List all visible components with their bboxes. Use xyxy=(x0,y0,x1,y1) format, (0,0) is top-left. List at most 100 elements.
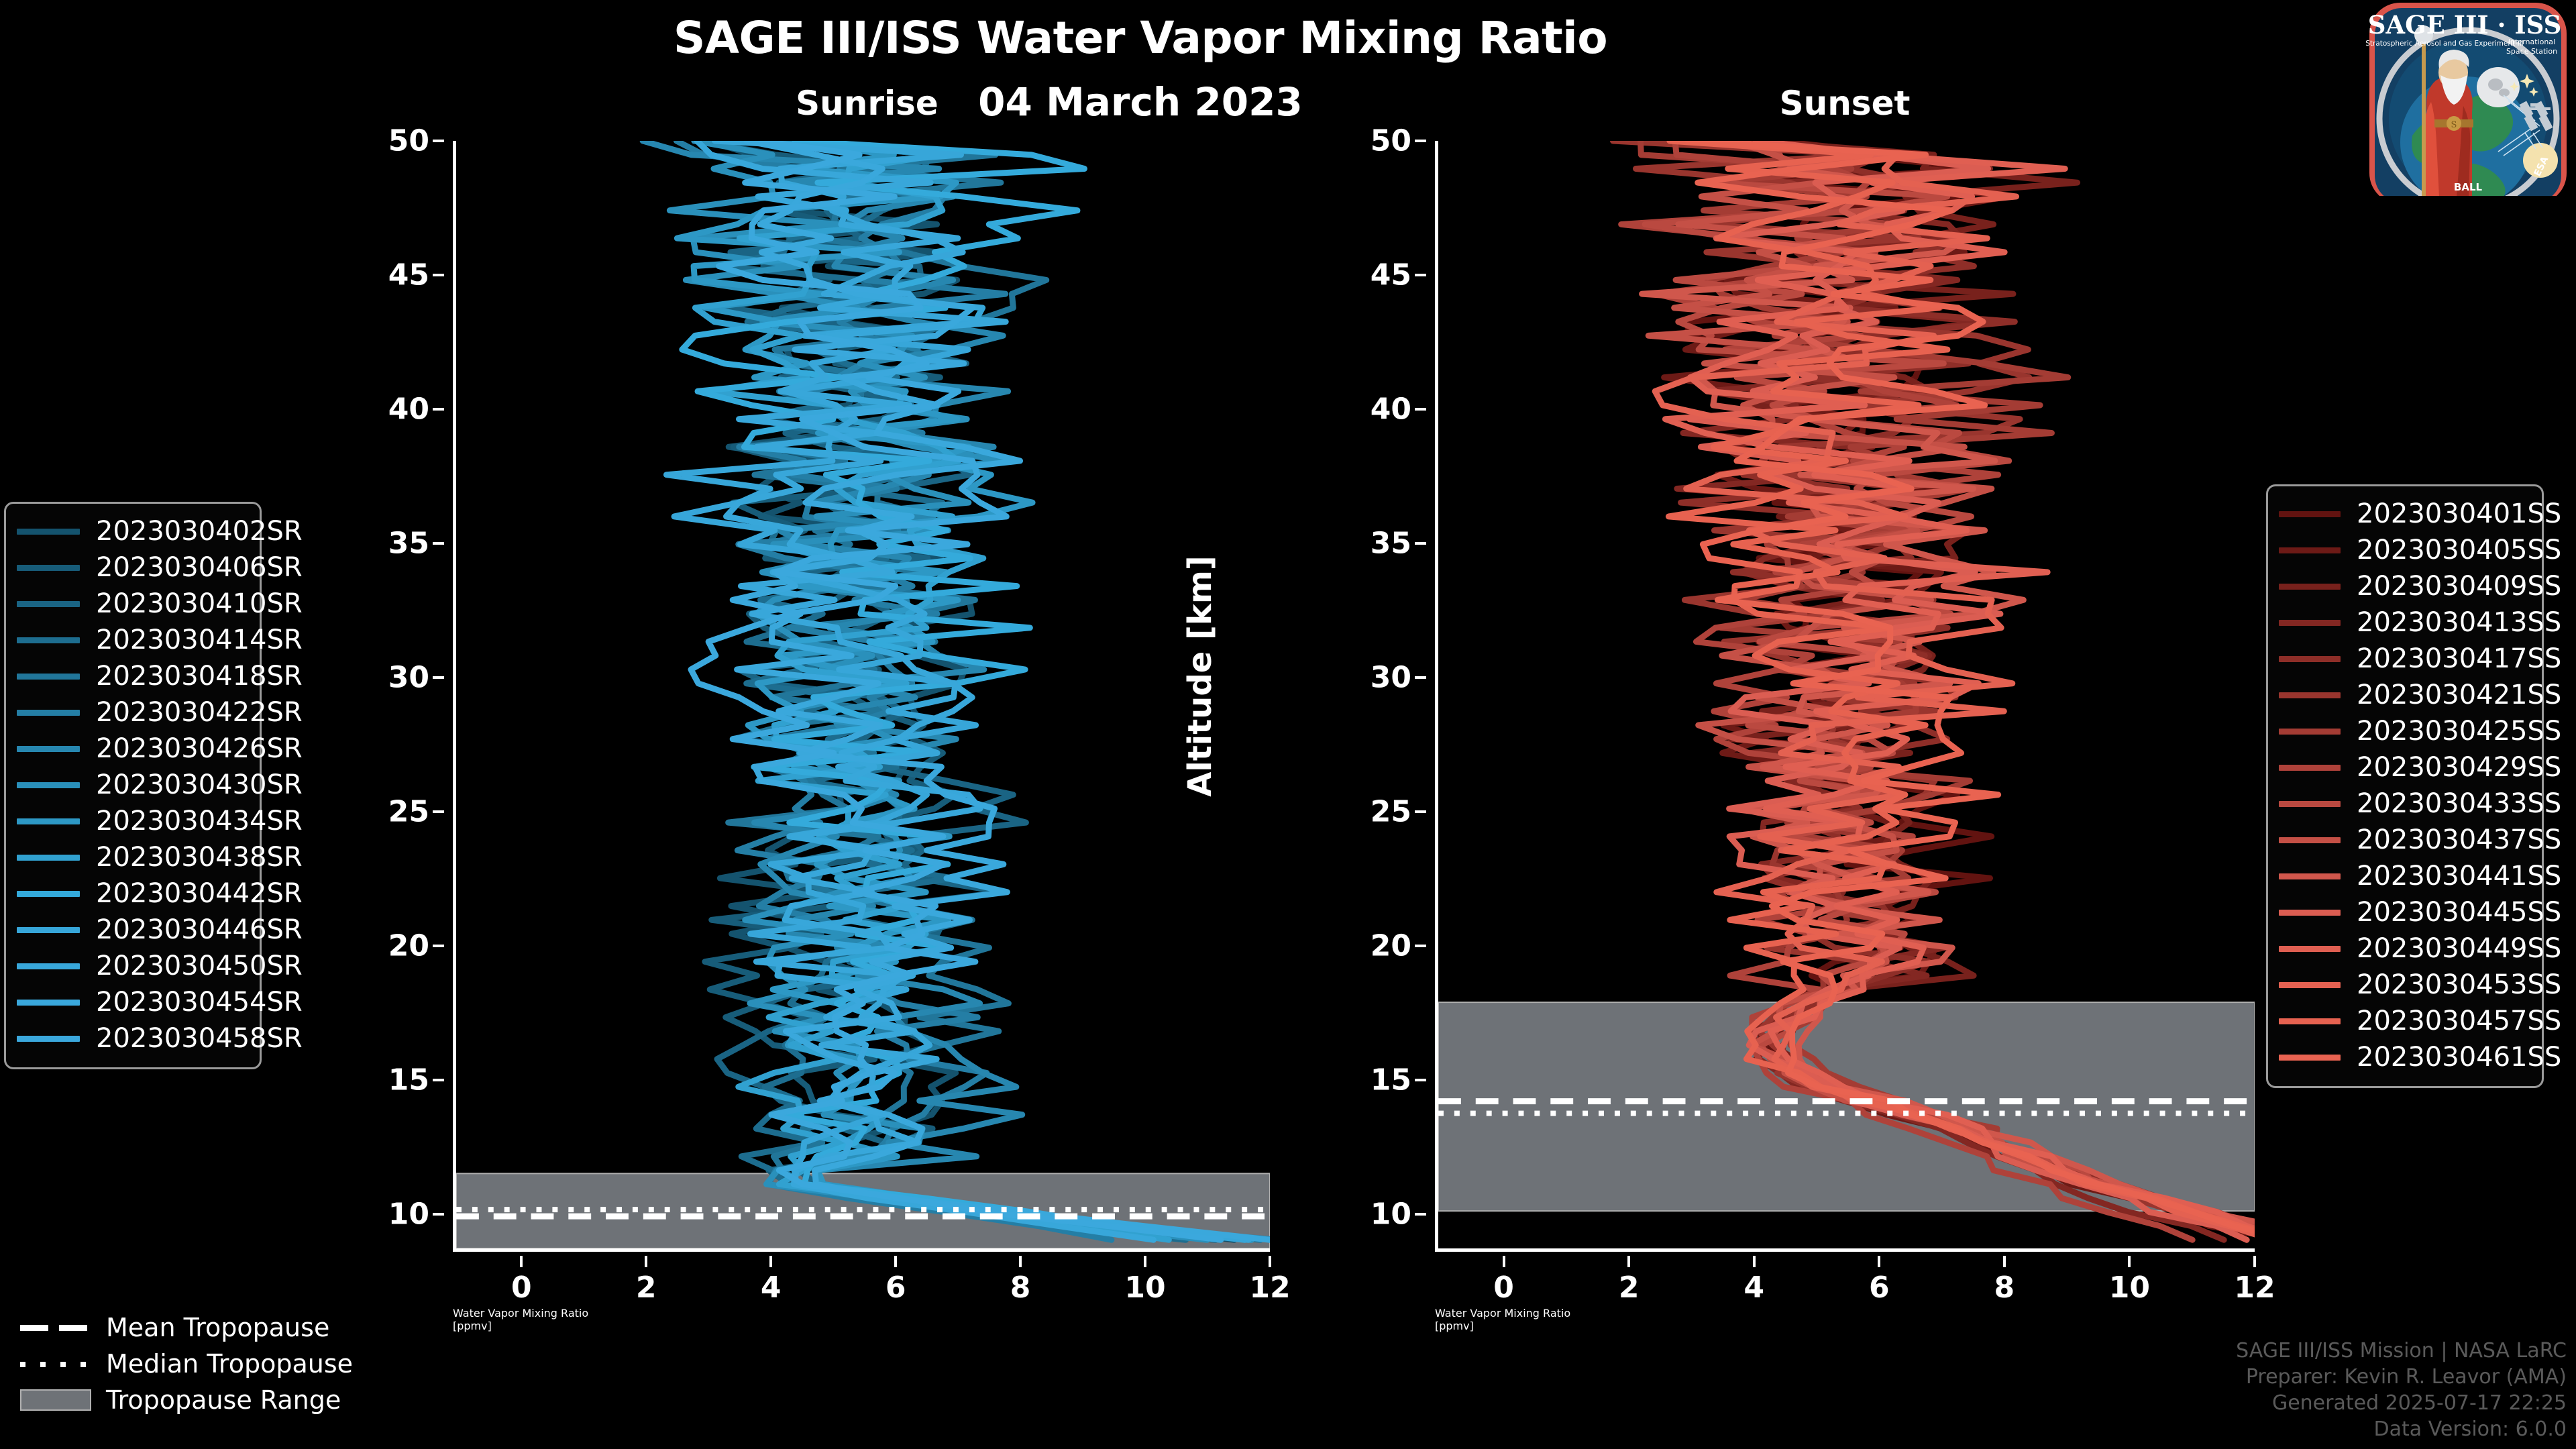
sunset-legend-item[interactable]: 2023030409SS xyxy=(2279,568,2561,604)
sunrise-legend-item[interactable]: 2023030442SR xyxy=(17,875,303,912)
legend-color-swatch xyxy=(2279,1054,2341,1061)
y-tick-mark xyxy=(1415,810,1426,813)
legend-item-label: 2023030401SS xyxy=(2357,498,2562,529)
y-tick-mark xyxy=(433,274,444,276)
tropopause-key-mean-label: Mean Tropopause xyxy=(106,1313,330,1342)
y-tick-mark xyxy=(1415,408,1426,411)
sunrise-legend-item[interactable]: 2023030438SR xyxy=(17,839,303,875)
x-tick-mark xyxy=(1019,1256,1022,1267)
tropopause-key-mean: Mean Tropopause xyxy=(20,1309,396,1346)
credits-line-mission: SAGE III/ISS Mission | NASA LaRC xyxy=(2236,1339,2567,1362)
x-tick-mark xyxy=(1878,1256,1881,1267)
sunrise-legend-item[interactable]: 2023030414SR xyxy=(17,622,303,658)
x-tick-mark xyxy=(1752,1256,1756,1267)
x-tick-label: 8 xyxy=(1994,1271,2015,1305)
sunrise-legend-item[interactable]: 2023030446SR xyxy=(17,912,303,948)
sunset-legend-item[interactable]: 2023030429SS xyxy=(2279,749,2561,786)
legend-color-swatch xyxy=(17,818,80,824)
legend-color-swatch xyxy=(2279,511,2341,517)
sunset-legend-item[interactable]: 2023030417SS xyxy=(2279,641,2561,677)
x-tick-mark xyxy=(894,1256,898,1267)
y-tick-label: 10 xyxy=(1370,1197,1411,1232)
legend-color-swatch xyxy=(2279,547,2341,553)
x-axis-label-sunset: Water Vapor Mixing Ratio [ppmv] xyxy=(1435,1307,2255,1332)
y-tick-mark xyxy=(1415,274,1426,276)
sunset-legend-item[interactable]: 2023030445SS xyxy=(2279,894,2561,930)
x-tick-mark xyxy=(520,1256,523,1267)
y-axis-ticks-sunrise: 10 15 20 25 30 35 40 45 50 xyxy=(349,124,444,1252)
sunrise-legend-item[interactable]: 2023030426SR xyxy=(17,731,303,767)
credits-line-preparer: Preparer: Kevin R. Leavor (AMA) xyxy=(2245,1365,2567,1389)
y-tick-label: 10 xyxy=(388,1197,429,1232)
sunset-legend-item[interactable]: 2023030405SS xyxy=(2279,532,2561,568)
sunrise-legend-item[interactable]: 2023030410SR xyxy=(17,586,303,622)
tropopause-key-range-label: Tropopause Range xyxy=(106,1385,341,1415)
sunrise-legend-item[interactable]: 2023030450SR xyxy=(17,948,303,984)
sunrise-profile-plot xyxy=(456,141,1270,1248)
x-tick-label: 8 xyxy=(1010,1271,1031,1305)
legend-color-swatch xyxy=(2279,945,2341,952)
x-tick-label: 0 xyxy=(1493,1271,1514,1305)
legend-item-label: 2023030425SS xyxy=(2357,716,2562,747)
y-tick-label: 35 xyxy=(1370,526,1411,561)
sunset-legend-item[interactable]: 2023030457SS xyxy=(2279,1003,2561,1039)
legend-sunset[interactable]: 2023030401SS 2023030405SS 2023030409SS 2023… xyxy=(2266,484,2561,1088)
x-tick-label: 10 xyxy=(2108,1271,2151,1305)
sunset-legend-item[interactable]: 2023030433SS xyxy=(2279,786,2561,822)
y-tick-mark xyxy=(1415,1079,1426,1081)
y-tick-mark xyxy=(433,945,444,947)
legend-color-swatch xyxy=(17,890,80,897)
legend-color-swatch xyxy=(2279,800,2341,807)
x-tick-label: 12 xyxy=(2234,1271,2275,1305)
sunset-legend-item[interactable]: 2023030425SS xyxy=(2279,713,2561,749)
sunrise-legend-item[interactable]: 2023030454SR xyxy=(17,984,303,1020)
credits-line-generated: Generated 2025-07-17 22:25 xyxy=(2271,1391,2567,1415)
sunset-legend-item[interactable]: 2023030413SS xyxy=(2279,604,2561,641)
legend-color-swatch xyxy=(2279,1018,2341,1024)
sunset-legend-item[interactable]: 2023030441SS xyxy=(2279,858,2561,894)
x-tick-label: 12 xyxy=(1249,1271,1291,1305)
sunrise-legend-item[interactable]: 2023030458SR xyxy=(17,1020,303,1057)
legend-color-swatch xyxy=(2279,764,2341,771)
y-tick-mark xyxy=(433,1213,444,1216)
sunset-legend-item[interactable]: 2023030437SS xyxy=(2279,822,2561,858)
legend-item-label: 2023030406SR xyxy=(96,552,303,583)
legend-item-label: 2023030421SS xyxy=(2357,680,2562,710)
plot-panel-sunrise xyxy=(453,141,1270,1252)
sunset-legend-item[interactable]: 2023030401SS xyxy=(2279,496,2561,532)
legend-item-label: 2023030410SR xyxy=(96,588,303,619)
y-tick-label: 20 xyxy=(1370,928,1411,963)
legend-color-swatch xyxy=(17,673,80,680)
legend-color-swatch xyxy=(2279,728,2341,735)
legend-color-swatch xyxy=(17,1035,80,1042)
profile-line xyxy=(1684,141,2255,1234)
legend-sunrise[interactable]: 2023030402SR 2023030406SR 2023030410SR 2023… xyxy=(4,502,303,1069)
sunrise-legend-item[interactable]: 2023030418SR xyxy=(17,658,303,694)
x-tick-mark xyxy=(2002,1256,2006,1267)
legend-item-label: 2023030402SR xyxy=(96,516,303,547)
legend-item-label: 2023030437SS xyxy=(2357,824,2562,855)
sunset-legend-item[interactable]: 2023030449SS xyxy=(2279,930,2561,967)
sage-iii-iss-mission-patch-logo: S BALL ESA SAGE III · ISS Stratospheric … xyxy=(2364,1,2572,204)
sunrise-legend-item[interactable]: 2023030422SR xyxy=(17,694,303,731)
y-tick-label: 30 xyxy=(1370,660,1411,695)
y-tick-label: 25 xyxy=(388,794,429,829)
x-tick-label: 10 xyxy=(1124,1271,1166,1305)
sunrise-legend-item[interactable]: 2023030402SR xyxy=(17,513,303,549)
sunset-legend-item[interactable]: 2023030421SS xyxy=(2279,677,2561,713)
tropopause-key-median: Median Tropopause xyxy=(20,1346,396,1382)
sunrise-legend-item[interactable]: 2023030406SR xyxy=(17,549,303,586)
legend-item-label: 2023030450SR xyxy=(96,951,303,981)
sunrise-legend-item[interactable]: 2023030430SR xyxy=(17,767,303,803)
x-axis-ticks-sunset: 0 2 4 6 8 10 12 xyxy=(1435,1256,2275,1305)
tropopause-key-range: Tropopause Range xyxy=(20,1382,396,1418)
legend-item-label: 2023030409SS xyxy=(2357,571,2562,602)
dotted-line-icon xyxy=(20,1355,91,1373)
legend-color-swatch xyxy=(2279,692,2341,698)
sunset-legend-item[interactable]: 2023030461SS xyxy=(2279,1039,2561,1075)
patch-arc-left: BALL xyxy=(2454,181,2483,193)
x-tick-mark xyxy=(1627,1256,1631,1267)
sunset-legend-item[interactable]: 2023030453SS xyxy=(2279,967,2561,1003)
y-tick-mark xyxy=(1415,945,1426,947)
sunrise-legend-item[interactable]: 2023030434SR xyxy=(17,803,303,839)
